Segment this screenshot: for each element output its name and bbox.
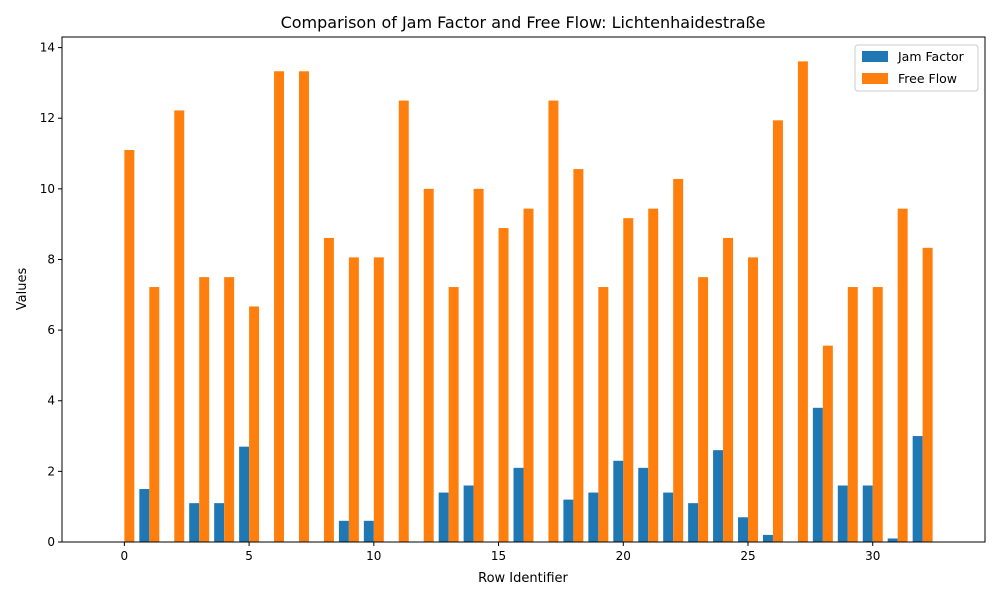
- y-tick-label-8: 8: [47, 252, 55, 266]
- free-flow-bar-7: [298, 71, 309, 542]
- y-tick-label-10: 10: [40, 182, 55, 196]
- free-flow-bar-17: [548, 100, 559, 542]
- y-tick-label-4: 4: [47, 394, 55, 408]
- x-axis-ticks: 0 5 10 15 20 25 30: [121, 542, 880, 563]
- free-flow-bar-24: [723, 237, 734, 542]
- jam-factor-bar-32: [912, 436, 923, 542]
- free-flow-bar-31: [897, 208, 908, 542]
- legend-label-jam-factor: Jam Factor: [897, 49, 965, 64]
- y-tick-label-12: 12: [40, 111, 55, 125]
- jam-factor-bar-24: [713, 450, 724, 542]
- free-flow-bar-11: [398, 100, 409, 542]
- y-tick-label-2: 2: [47, 464, 55, 478]
- jam-factor-bar-28: [812, 407, 823, 542]
- jam-factor-bar-20: [613, 460, 624, 542]
- x-tick-label-5: 5: [245, 549, 253, 563]
- free-flow-bar-28: [822, 345, 833, 542]
- free-flow-bar-13: [448, 287, 459, 542]
- jam-factor-bar-23: [688, 503, 699, 542]
- jam-factor-bar-21: [638, 467, 649, 542]
- free-flow-bar-29: [847, 287, 858, 542]
- free-flow-bar-12: [423, 188, 434, 542]
- free-flow-bar-8: [323, 237, 334, 542]
- free-flow-bar-10: [373, 257, 384, 542]
- legend-label-free-flow: Free Flow: [898, 71, 957, 86]
- y-axis-ticks: 0 2 4 6 8 10 12 14: [40, 41, 62, 549]
- x-tick-label-30: 30: [865, 549, 880, 563]
- jam-factor-bar-25: [738, 517, 749, 542]
- free-flow-bar-19: [598, 287, 609, 542]
- legend: Jam Factor Free Flow: [854, 44, 979, 92]
- jam-factor-bar-4: [214, 503, 225, 542]
- free-flow-bar-5: [249, 306, 260, 542]
- free-flow-bar-23: [698, 277, 709, 542]
- jam-factor-bar-5: [239, 446, 250, 542]
- free-flow-bar-21: [648, 208, 659, 542]
- legend-swatch-free-flow: [862, 73, 888, 84]
- free-flow-bar-15: [498, 228, 509, 543]
- legend-swatch-jam-factor: [862, 51, 888, 62]
- jam-factor-bar-16: [513, 467, 524, 542]
- free-flow-bar-16: [523, 208, 534, 542]
- y-axis-label: Values: [15, 268, 30, 311]
- jam-factor-bar-19: [588, 492, 599, 542]
- free-flow-bar-20: [623, 218, 634, 542]
- free-flow-bar-22: [673, 178, 684, 542]
- jam-factor-bar-26: [762, 534, 773, 542]
- jam-factor-bar-31: [887, 538, 898, 542]
- free-flow-bar-9: [348, 257, 359, 542]
- y-tick-label-0: 0: [47, 535, 55, 549]
- plot-frame: [61, 36, 986, 543]
- free-flow-bar-0: [124, 150, 135, 542]
- bars-layer: [124, 61, 933, 543]
- free-flow-bar-4: [224, 277, 235, 542]
- jam-factor-bar-30: [862, 485, 873, 542]
- jam-factor-bar-18: [563, 499, 574, 542]
- free-flow-bar-1: [149, 287, 160, 542]
- free-flow-bar-18: [573, 169, 584, 542]
- jam-factor-bar-1: [139, 489, 150, 542]
- jam-factor-bar-3: [189, 503, 200, 542]
- x-tick-label-25: 25: [740, 549, 755, 563]
- jam-factor-bar-10: [363, 520, 374, 542]
- jam-factor-bar-13: [438, 492, 449, 542]
- y-tick-label-6: 6: [47, 323, 55, 337]
- x-tick-label-20: 20: [616, 549, 631, 563]
- x-tick-label-0: 0: [121, 549, 129, 563]
- y-tick-label-14: 14: [40, 41, 55, 55]
- x-axis-label: Row Identifier: [478, 571, 568, 586]
- free-flow-bar-27: [797, 61, 808, 543]
- free-flow-bar-3: [199, 277, 210, 542]
- free-flow-bar-26: [772, 120, 783, 542]
- jam-factor-bar-29: [837, 485, 848, 542]
- x-tick-label-15: 15: [491, 549, 506, 563]
- free-flow-bar-25: [748, 257, 758, 542]
- free-flow-bar-2: [174, 110, 185, 542]
- jam-factor-bar-22: [663, 492, 674, 542]
- free-flow-bar-14: [473, 188, 484, 542]
- chart-title: Comparison of Jam Factor and Free Flow: …: [281, 13, 766, 32]
- free-flow-bar-30: [872, 287, 883, 542]
- free-flow-bar-32: [922, 247, 933, 542]
- x-tick-label-10: 10: [366, 549, 381, 563]
- free-flow-bar-6: [274, 71, 285, 542]
- jam-factor-bar-14: [463, 485, 474, 542]
- jam-factor-bar-9: [338, 520, 349, 542]
